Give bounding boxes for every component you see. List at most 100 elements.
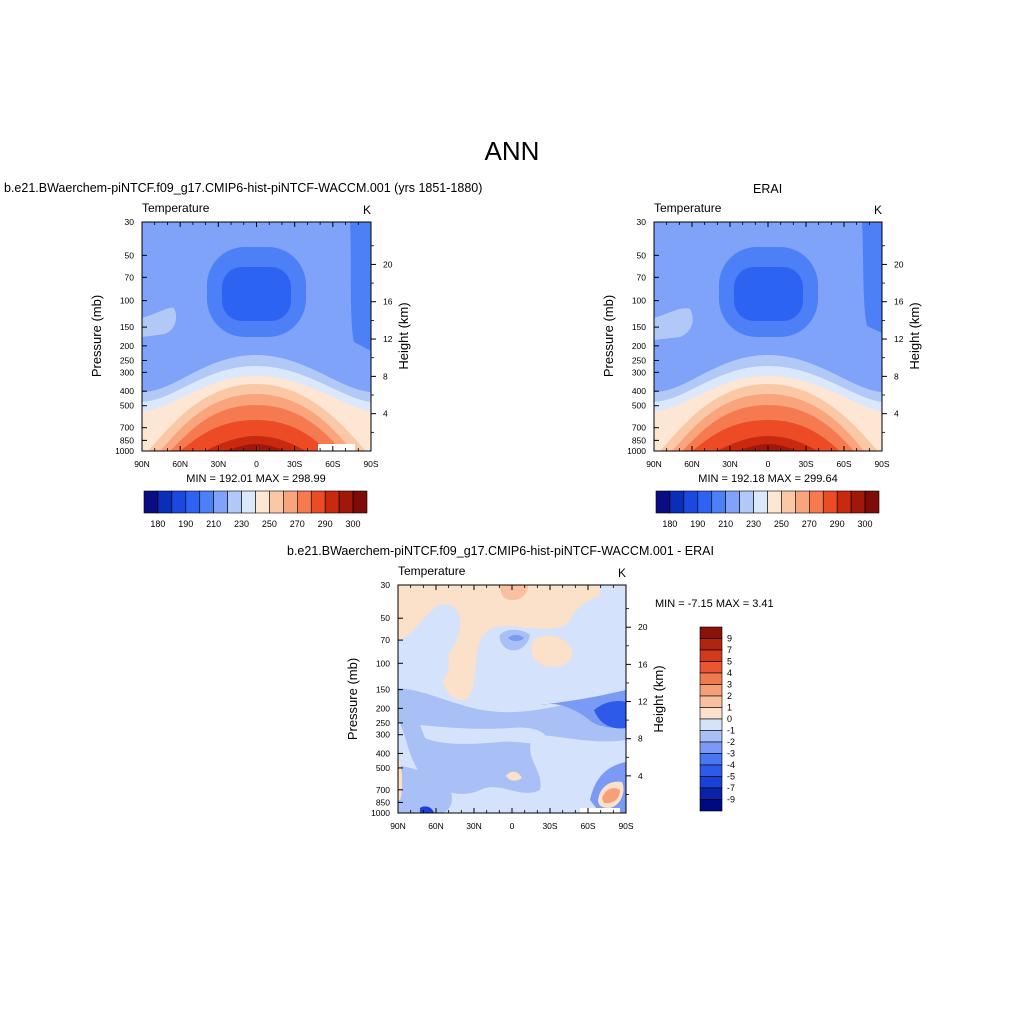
colorbar-tick-label: -9	[727, 795, 735, 805]
obs-colorbar: 180 190 210 230 250 270 290 300	[655, 490, 880, 529]
colorbar-tick-label: -2	[727, 737, 735, 747]
obs-panel: Temperature K Pressure (mb) Height (km) …	[601, 201, 922, 529]
x-tick-label: 90S	[363, 459, 378, 469]
colorbar-swatch	[753, 490, 768, 514]
colorbar-swatch	[767, 490, 782, 514]
colorbar-swatch	[213, 490, 228, 514]
colorbar-swatch	[171, 490, 187, 514]
colorbar-tick-label: 1	[727, 703, 732, 713]
y-tick-label: 200	[376, 703, 390, 713]
model-colorbar: 180 190 210 230 250 270 290 300	[143, 490, 368, 529]
colorbar-swatch	[310, 490, 326, 514]
x-tick-label: 30N	[466, 821, 482, 831]
x-tick-label: 0	[766, 459, 771, 469]
colorbar-tick-label: 250	[262, 519, 277, 529]
x-tick-label: 30N	[211, 459, 227, 469]
colorbar-swatch	[255, 490, 270, 514]
colorbar-swatch	[241, 490, 256, 514]
colorbar-swatch	[795, 490, 810, 514]
y-tick-label: 50	[637, 250, 647, 260]
colorbar-swatch	[669, 490, 685, 514]
diff-right-axis-label: Height (km)	[651, 665, 666, 732]
y-tick-label: 70	[125, 272, 135, 282]
colorbar-tick-label: -3	[727, 749, 735, 759]
colorbar-swatch	[711, 490, 726, 514]
colorbar-swatch	[699, 649, 723, 662]
obs-subtitle: Temperature	[654, 201, 722, 215]
y-tick-label: 30	[381, 580, 391, 590]
colorbar-tick-label: 270	[802, 519, 817, 529]
colorbar-swatch	[338, 490, 354, 514]
y-tick-label: 30	[637, 217, 647, 227]
y-tick-label: 700	[120, 423, 134, 433]
y-tick-label: 300	[632, 367, 646, 377]
height-tick-label: 12	[638, 697, 648, 707]
colorbar-tick-label: 250	[774, 519, 789, 529]
colorbar-swatch	[185, 490, 201, 514]
y-tick-label: 50	[125, 250, 135, 260]
height-tick-label: 4	[638, 771, 643, 781]
x-tick-label: 60S	[580, 821, 595, 831]
model-minmax-label: MIN = 192.01 MAX = 298.99	[186, 473, 325, 485]
model-contour-field	[142, 222, 371, 451]
colorbar-swatch	[725, 490, 740, 514]
colorbar-swatch	[352, 490, 368, 514]
x-tick-label: 90N	[390, 821, 406, 831]
colorbar-tick-label: 270	[290, 519, 305, 529]
colorbar-tick-label: 290	[830, 519, 845, 529]
y-tick-label: 1000	[627, 446, 646, 456]
height-tick-label: 12	[894, 334, 904, 344]
colorbar-swatch	[655, 490, 671, 514]
y-tick-label: 1000	[371, 808, 390, 818]
colorbar-tick-label: 230	[234, 519, 249, 529]
height-tick-label: 8	[638, 734, 643, 744]
x-tick-label: 60S	[836, 459, 851, 469]
colorbar-tick-label: -1	[727, 726, 735, 736]
x-tick-label: 30N	[722, 459, 738, 469]
model-panel: Temperature K Pressure (mb) Height (km) …	[89, 201, 411, 529]
x-tick-label: 90S	[618, 821, 633, 831]
colorbar-swatch	[699, 764, 723, 777]
colorbar-swatch	[683, 490, 699, 514]
colorbar-swatch	[697, 490, 713, 514]
colorbar-swatch	[227, 490, 242, 514]
height-tick-label: 16	[894, 297, 904, 307]
diff-panel: Temperature K Pressure (mb) Height (km) …	[345, 564, 774, 831]
colorbar-tick-label: 9	[727, 634, 732, 644]
diff-y-axis-label: Pressure (mb)	[345, 658, 360, 740]
obs-right-axis-label: Height (km)	[907, 302, 922, 369]
y-tick-label: 400	[120, 386, 134, 396]
colorbar-swatch	[850, 490, 866, 514]
x-tick-label: 0	[254, 459, 259, 469]
height-tick-label: 16	[638, 659, 648, 669]
x-tick-label: 60N	[684, 459, 700, 469]
x-tick-label: 30S	[287, 459, 302, 469]
y-tick-label: 250	[120, 355, 134, 365]
y-tick-label: 250	[632, 355, 646, 365]
colorbar-swatch	[864, 490, 880, 514]
y-tick-label: 150	[376, 685, 390, 695]
colorbar-swatch	[699, 776, 723, 789]
obs-units: K	[874, 203, 882, 217]
colorbar-swatch	[143, 490, 159, 514]
height-tick-label: 16	[383, 297, 393, 307]
colorbar-swatch	[699, 741, 723, 754]
y-tick-label: 300	[376, 730, 390, 740]
y-tick-label: 70	[637, 272, 647, 282]
model-right-axis-label: Height (km)	[396, 302, 411, 369]
colorbar-swatch	[699, 707, 723, 720]
colorbar-tick-label: 3	[727, 680, 732, 690]
height-tick-label: 20	[638, 622, 648, 632]
colorbar-swatch	[699, 787, 723, 800]
y-tick-label: 300	[120, 367, 134, 377]
colorbar-tick-label: 7	[727, 645, 732, 655]
colorbar-swatch	[269, 490, 284, 514]
y-tick-label: 400	[632, 386, 646, 396]
colorbar-tick-label: 210	[718, 519, 733, 529]
y-tick-label: 100	[632, 296, 646, 306]
y-tick-label: 850	[632, 435, 646, 445]
diff-contour-field	[398, 585, 626, 813]
model-units: K	[363, 203, 371, 217]
colorbar-tick-label: -4	[727, 760, 735, 770]
